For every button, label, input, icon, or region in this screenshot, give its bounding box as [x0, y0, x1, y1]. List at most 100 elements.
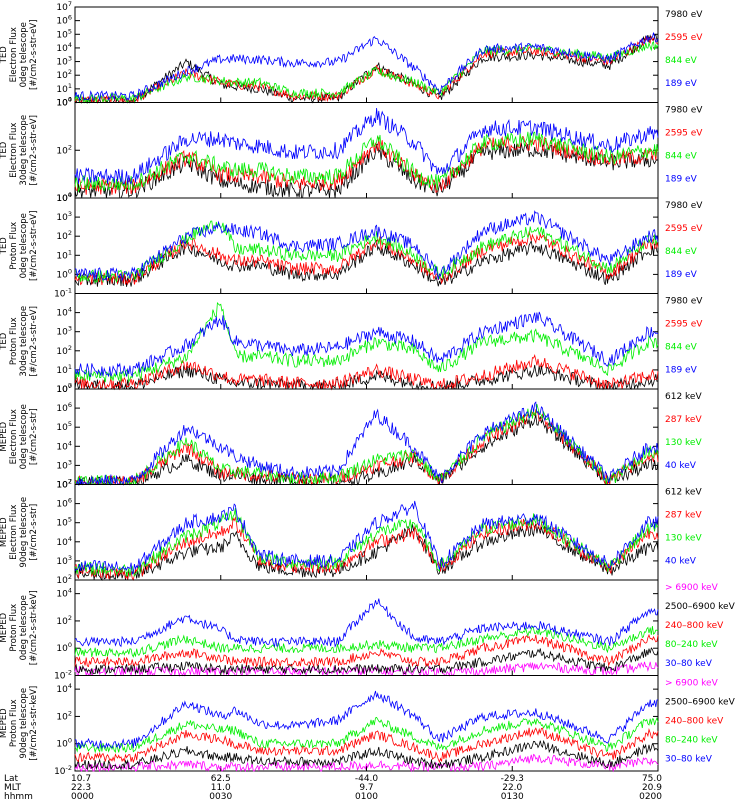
y-tick-exponent: 3 [68, 458, 72, 466]
y-tick-label: 102 [56, 573, 72, 586]
legend-entry: 40 keV [665, 461, 697, 471]
y-axis-label-line: 90deg telescope [19, 688, 29, 759]
legend-entry: 7980 eV [665, 10, 703, 20]
y-axis-label-line: [#/cm2-s-str-keV] [29, 686, 39, 761]
y-axis-label-line: MEPED [0, 708, 9, 738]
series-line [74, 625, 659, 658]
y-tick-exponent: 4 [68, 41, 72, 49]
series-line [74, 210, 659, 282]
series-line [74, 633, 659, 668]
y-tick-label: 104 [56, 682, 72, 695]
legend-entry: 612 keV [665, 488, 702, 498]
y-tick-exponent: 0 [68, 382, 72, 390]
y-tick-exponent: 2 [68, 614, 72, 622]
y-tick-label: 101 [56, 248, 72, 261]
x-tick-hhmm: 0200 [639, 792, 662, 800]
y-tick-label: 101 [56, 82, 72, 95]
y-axis-label: TED Proton Flux 0deg telescope [#/cm2-s-str… [0, 211, 39, 281]
legend-entry: 844 eV [665, 152, 698, 162]
y-tick-exponent: -1 [66, 287, 72, 295]
y-tick-exponent: 2 [68, 229, 72, 237]
legend-entry: 287 keV [665, 511, 702, 521]
series-line [74, 508, 659, 578]
y-tick-exponent: 1 [68, 363, 72, 371]
y-axis-label-line: [#/cm2-s-str-eV] [29, 211, 39, 281]
series-line [74, 36, 659, 104]
series-line [74, 753, 659, 773]
legend-entry: 612 keV [665, 392, 702, 402]
x-tick-lat: -29.3 [501, 774, 524, 784]
y-tick-label: 105 [56, 516, 72, 529]
y-tick-exponent: 2 [68, 478, 72, 486]
y-tick-exponent: 1 [68, 248, 72, 256]
y-tick-label: 105 [56, 420, 72, 433]
y-tick-exponent: 2 [68, 344, 72, 352]
y-axis-label-line: Electron Flux [9, 409, 19, 464]
series-line [74, 238, 659, 287]
y-axis-label-line: [#/cm2-s-str-eV] [29, 306, 39, 376]
y-axis-label: MEPED Proton Flux 90deg telescope [#/cm2-s-… [0, 686, 39, 761]
y-axis-label-line: 0deg telescope [19, 595, 29, 660]
series-line [74, 647, 659, 676]
y-tick-label: 10-2 [54, 669, 72, 682]
series-line [74, 522, 659, 582]
y-tick-exponent: 3 [68, 554, 72, 562]
series-line [74, 408, 659, 486]
y-tick-exponent: 4 [68, 587, 72, 595]
y-tick-label: 100 [56, 641, 72, 654]
y-tick-label: 103 [56, 325, 72, 338]
series-line [74, 364, 659, 391]
x-tick-hhmm: 0000 [71, 792, 94, 800]
y-tick-label: 103 [56, 55, 72, 68]
y-tick-label: 102 [56, 614, 72, 627]
series-line [74, 231, 659, 286]
legend-entry: 2595 eV [665, 320, 703, 330]
y-tick-exponent: 4 [68, 191, 72, 199]
y-tick-label: 107 [56, 382, 72, 395]
y-tick-exponent: 3 [68, 325, 72, 333]
legend-entry: 2595 eV [665, 224, 703, 234]
y-tick-label: 104 [56, 41, 72, 54]
y-tick-exponent: 4 [68, 306, 72, 314]
y-tick-exponent: 5 [68, 516, 72, 524]
y-axis-label-line: [#/cm2-s-str-keV] [29, 590, 39, 665]
y-tick-label: 107 [56, 0, 72, 13]
legend-entry: 7980 eV [665, 201, 703, 211]
series-line [74, 301, 659, 383]
y-tick-label: 100 [56, 267, 72, 280]
y-axis-label: TED Electron Flux 0deg telescope [#/cm2-s-s… [0, 20, 39, 90]
y-axis-label-line: Proton Flux [9, 317, 19, 365]
y-axis-label-line: Proton Flux [9, 222, 19, 270]
y-tick-label: 101 [56, 363, 72, 376]
y-tick-exponent: 5 [68, 420, 72, 428]
y-tick-label: 103 [56, 458, 72, 471]
x-tick-lat: 75.0 [642, 774, 662, 784]
y-tick-label: 102 [56, 709, 72, 722]
legend-entry: 130 keV [665, 438, 702, 448]
y-axis-label-line: [#/cm2-s-str-eV] [29, 115, 39, 185]
series-line [74, 107, 659, 185]
y-axis-label-line: MEPED [0, 517, 9, 547]
y-tick-exponent: 1 [68, 82, 72, 90]
y-axis-label-line: [#/cm2-s-str] [29, 408, 39, 465]
legend-entry: 287 keV [665, 415, 702, 425]
series-line [74, 500, 659, 575]
y-tick-label: 100 [56, 737, 72, 750]
y-tick-label: 102 [56, 143, 72, 156]
y-tick-exponent: 6 [68, 401, 72, 409]
y-tick-exponent: 3 [68, 55, 72, 63]
x-tick-mlt: 11.0 [211, 783, 231, 793]
y-tick-exponent: 0 [68, 267, 72, 275]
x-tick-mlt: 9.7 [359, 783, 373, 793]
y-tick-exponent: 0 [68, 641, 72, 649]
y-axis-label: MEPED Proton Flux 0deg telescope [#/cm2-s-s… [0, 590, 39, 665]
y-tick-exponent: 0 [68, 96, 72, 104]
series-line [74, 690, 659, 750]
legend-entry: 844 eV [665, 56, 698, 66]
series-line [74, 32, 659, 102]
y-axis-label-line: 30deg telescope [19, 115, 29, 186]
y-tick-label: 10-1 [54, 287, 72, 300]
